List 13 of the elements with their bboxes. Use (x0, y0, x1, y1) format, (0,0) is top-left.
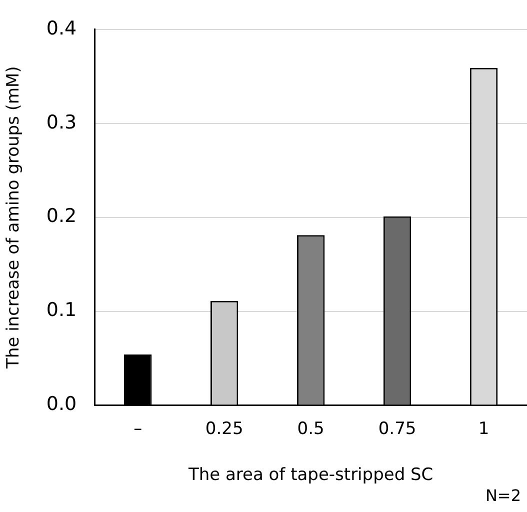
x-tick-label: 0.25 (205, 418, 244, 439)
text: N=2 (485, 486, 521, 505)
x-tick-label: – (134, 418, 142, 439)
x-axis-title: The area of tape-stripped SC (187, 465, 434, 486)
y-tick-label: 0.2 (46, 205, 77, 228)
x-tick-label: 0.5 (297, 418, 324, 439)
y-tick-label: 0.4 (46, 17, 77, 40)
y-tick-label: 0.0 (46, 393, 77, 416)
y-tick-label: 0.3 (46, 111, 77, 134)
x-tick-label: 0.75 (378, 418, 416, 439)
y-axis-title: The increase of amino groups (mM) (4, 66, 24, 370)
y-tick-label: 0.1 (46, 299, 77, 322)
x-tick-label: 1 (478, 418, 490, 439)
